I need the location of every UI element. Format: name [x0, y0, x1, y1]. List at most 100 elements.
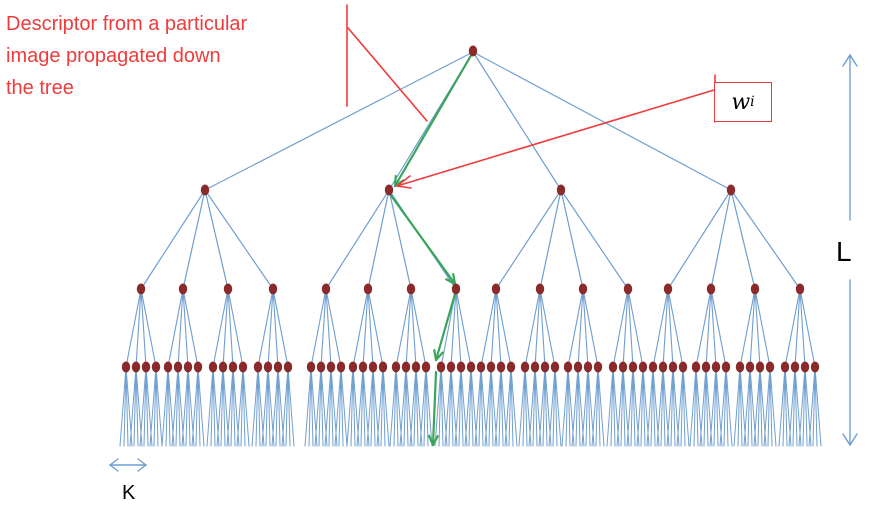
leaf-edge: [135, 366, 139, 447]
leaf-edge: [454, 366, 462, 447]
leaf-edge: [340, 366, 348, 447]
leaf-edge: [743, 366, 751, 447]
leaf-edge: [804, 366, 808, 447]
leaf-edge: [197, 366, 205, 447]
leaf-edge: [713, 366, 717, 447]
leaf-edge: [630, 366, 634, 447]
leaf-edge: [330, 366, 334, 447]
leaf-edge: [155, 366, 163, 447]
level3-node: [550, 361, 560, 373]
leaf-edge: [767, 366, 771, 447]
leaf-edge: [733, 366, 741, 447]
tree-edge: [754, 288, 771, 368]
leaf-edge: [334, 366, 342, 447]
leaf-edge: [616, 366, 624, 447]
level3-node: [721, 361, 731, 373]
tree-edge: [367, 288, 374, 368]
leaf-edge: [376, 366, 384, 447]
leaf-edge: [181, 366, 189, 447]
leaf-edge: [567, 366, 571, 447]
leaf-edge: [703, 366, 707, 447]
leaf-edge: [450, 366, 454, 447]
leaf-edge: [175, 366, 179, 447]
leaf-edge: [242, 366, 250, 447]
leaf-edge: [405, 366, 409, 447]
leaf-edge: [468, 366, 472, 447]
leaf-edge: [232, 366, 236, 447]
leaf-edge: [518, 366, 526, 447]
level3-node: [476, 361, 486, 373]
leaf-edge: [484, 366, 492, 447]
leaf-edge: [320, 366, 324, 447]
weight-pointer-line: [396, 89, 715, 187]
tree-edge: [667, 189, 732, 290]
level1-node: [200, 184, 210, 196]
leaf-edge: [438, 366, 442, 447]
leaf-edge: [597, 366, 605, 447]
leaf-edge: [532, 366, 536, 447]
leaf-edge: [281, 366, 289, 447]
tree-edge: [622, 288, 629, 368]
leaf-edge: [534, 366, 538, 447]
level2-node: [491, 283, 501, 295]
tree-edge: [577, 288, 584, 368]
tree-edge: [524, 288, 541, 368]
leaf-edge: [522, 366, 526, 447]
leaf-edge: [261, 366, 269, 447]
leaf-edge: [340, 366, 344, 447]
leaf-edge: [571, 366, 579, 447]
tree-edge: [450, 288, 457, 368]
leaf-edge: [725, 366, 729, 447]
tree-edge: [395, 288, 412, 368]
tree-nodes: [121, 45, 820, 373]
leaf-edge: [153, 366, 157, 447]
leaf-edge: [587, 366, 591, 447]
leaf-edge: [195, 366, 199, 447]
leaf-edge: [145, 366, 149, 447]
level3-node: [618, 361, 628, 373]
level3-node: [628, 361, 638, 373]
leaf-edge: [271, 366, 279, 447]
level2-node: [451, 283, 461, 295]
level3-node: [436, 361, 446, 373]
tree-edge: [325, 189, 390, 290]
tree-edge: [739, 288, 756, 368]
level3-node: [263, 361, 273, 373]
level3-node: [466, 361, 476, 373]
leaf-edge: [510, 366, 518, 447]
tree-edge: [784, 288, 801, 368]
level3-node: [183, 361, 193, 373]
leaf-edge: [129, 366, 137, 447]
level3-node: [208, 361, 218, 373]
leaf-edge: [510, 366, 514, 447]
leaf-edge: [399, 366, 407, 447]
depth-arrowhead-top: [842, 54, 851, 67]
tree-edge: [534, 288, 541, 368]
leaf-edge: [577, 366, 581, 447]
tree-edge: [799, 288, 816, 368]
leaf-edge: [642, 366, 646, 447]
leaf-edge: [504, 366, 512, 447]
leaf-edge: [808, 366, 816, 447]
leaf-edge: [413, 366, 417, 447]
tree-edge: [310, 288, 327, 368]
path-segment-2-head: [445, 278, 457, 286]
path-segment-4-head: [431, 435, 439, 447]
tree-edge: [794, 288, 801, 368]
level2-node: [321, 283, 331, 295]
tree-edge: [495, 189, 562, 290]
leaf-edge: [709, 366, 717, 447]
leaf-edge: [524, 366, 528, 447]
leaf-edge: [652, 366, 656, 447]
leaf-edge: [460, 366, 464, 447]
leaf-edge: [380, 366, 384, 447]
leaf-edge: [798, 366, 806, 447]
root-node: [468, 45, 478, 57]
tree-edge: [135, 288, 142, 368]
tree-edge: [754, 288, 761, 368]
leaf-edge: [794, 366, 798, 447]
leaf-edge: [366, 366, 374, 447]
leaf-edge: [660, 366, 664, 447]
tree-edge: [667, 288, 684, 368]
